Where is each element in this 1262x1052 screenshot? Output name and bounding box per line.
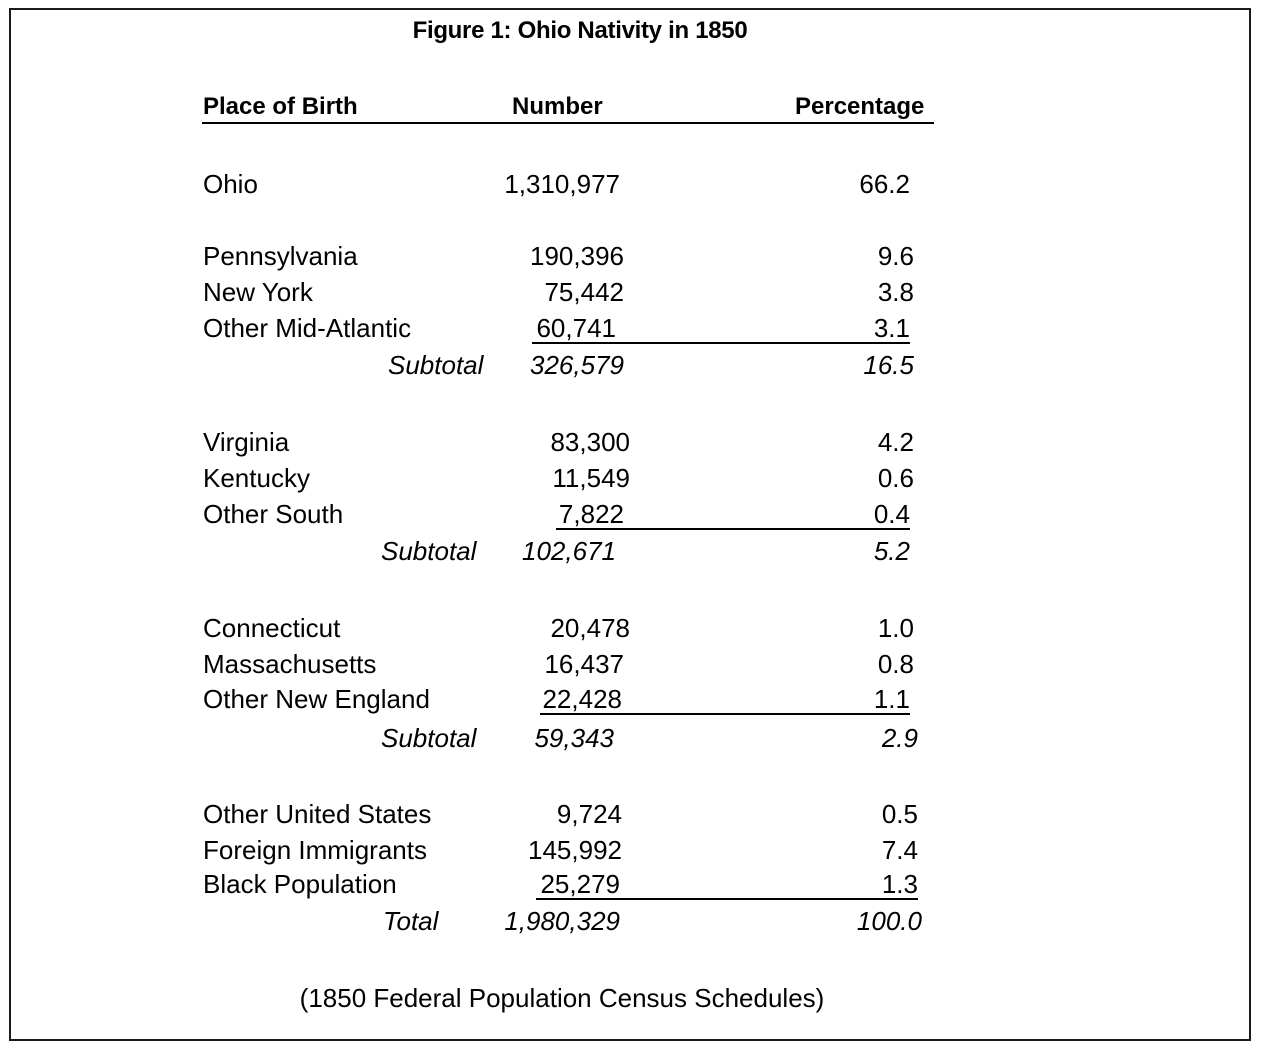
row-total-pct: 100.0 [856, 906, 922, 936]
row-black-pct: 1.3 [881, 869, 918, 899]
header-underline [202, 122, 934, 124]
row-new-york-pct: 3.8 [877, 277, 914, 307]
source-citation: (1850 Federal Population Census Schedule… [299, 983, 825, 1013]
row-other-new-england-name: Other New England [203, 684, 430, 714]
row-ohio-name: Ohio [203, 169, 258, 199]
figure-frame [9, 8, 1251, 1041]
row-connecticut-pct: 1.0 [877, 613, 914, 643]
row-new-york-number: 75,442 [544, 277, 624, 307]
row-black-number: 25,279 [540, 869, 620, 899]
row-subtotal-south-pct: 5.2 [873, 536, 910, 566]
row-subtotal-mid-atlantic-number: 326,579 [530, 350, 624, 380]
header-place-of-birth: Place of Birth [203, 93, 358, 120]
subtotal-rule-new-england [540, 713, 910, 715]
row-kentucky-pct: 0.6 [877, 463, 914, 493]
header-percentage: Percentage [795, 93, 925, 120]
row-other-mid-atlantic-number: 60,741 [536, 313, 616, 343]
row-black-name: Black Population [203, 869, 397, 899]
row-other-us-number: 9,724 [556, 799, 622, 829]
row-foreign-number: 145,992 [528, 835, 622, 865]
row-massachusetts-name: Massachusetts [203, 649, 377, 679]
row-connecticut-name: Connecticut [203, 613, 341, 643]
row-kentucky-name: Kentucky [203, 463, 310, 493]
row-other-south-name: Other South [203, 499, 344, 529]
header-number: Number [512, 93, 603, 120]
row-other-new-england-pct: 1.1 [873, 684, 910, 714]
row-massachusetts-number: 16,437 [544, 649, 624, 679]
row-other-south-pct: 0.4 [873, 499, 910, 529]
subtotal-rule-south [556, 528, 910, 530]
figure-title: Figure 1: Ohio Nativity in 1850 [412, 17, 748, 44]
row-subtotal-new-england-pct: 2.9 [881, 723, 918, 753]
row-other-us-name: Other United States [203, 799, 432, 829]
row-pennsylvania-pct: 9.6 [877, 241, 914, 271]
row-foreign-name: Foreign Immigrants [203, 835, 427, 865]
row-virginia-name: Virginia [203, 427, 290, 457]
row-kentucky-number: 11,549 [552, 463, 630, 493]
row-ohio-pct: 66.2 [859, 169, 910, 199]
row-other-new-england-number: 22,428 [542, 684, 622, 714]
row-foreign-pct: 7.4 [881, 835, 918, 865]
row-other-us-pct: 0.5 [881, 799, 918, 829]
row-subtotal-new-england-number: 59,343 [534, 723, 614, 753]
row-subtotal-mid-atlantic-label: Subtotal [388, 350, 484, 380]
subtotal-rule-mid-atlantic [532, 342, 910, 344]
row-virginia-pct: 4.2 [877, 427, 914, 457]
row-subtotal-new-england-label: Subtotal [381, 723, 477, 753]
row-total-label: Total [383, 906, 439, 936]
row-virginia-number: 83,300 [550, 427, 630, 457]
total-rule [536, 898, 918, 900]
row-total-number: 1,980,329 [504, 906, 620, 936]
row-subtotal-mid-atlantic-pct: 16.5 [863, 350, 914, 380]
row-massachusetts-pct: 0.8 [877, 649, 914, 679]
row-subtotal-south-number: 102,671 [522, 536, 616, 566]
row-new-york-name: New York [203, 277, 313, 307]
row-connecticut-number: 20,478 [550, 613, 630, 643]
row-other-south-number: 7,822 [558, 499, 624, 529]
row-pennsylvania-number: 190,396 [530, 241, 624, 271]
row-pennsylvania-name: Pennsylvania [203, 241, 358, 271]
row-ohio-number: 1,310,977 [504, 169, 620, 199]
row-other-mid-atlantic-name: Other Mid-Atlantic [203, 313, 412, 343]
row-other-mid-atlantic-pct: 3.1 [873, 313, 910, 343]
row-subtotal-south-label: Subtotal [381, 536, 477, 566]
